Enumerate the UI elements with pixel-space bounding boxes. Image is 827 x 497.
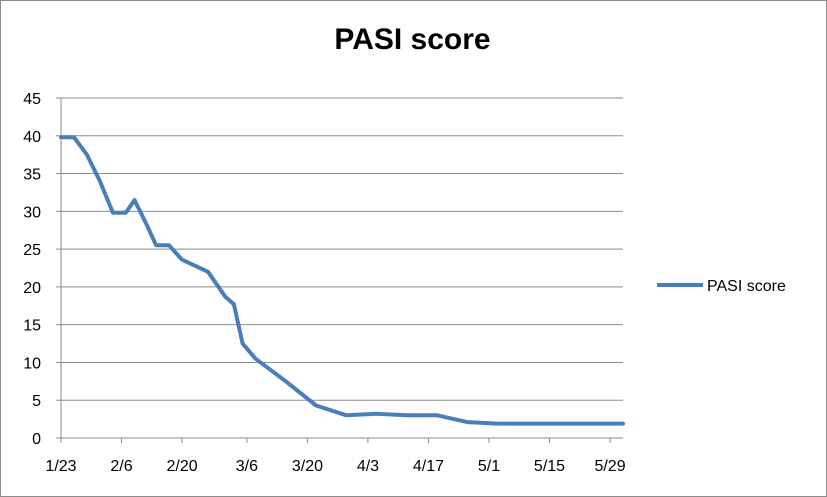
data-point <box>405 413 409 417</box>
series-line <box>59 135 625 426</box>
legend-label: PASI score <box>707 278 786 295</box>
x-tick-label: 5/1 <box>478 458 500 475</box>
data-point <box>375 412 379 416</box>
y-tick-label: 0 <box>32 431 41 448</box>
data-point <box>526 422 530 426</box>
data-point <box>193 264 197 268</box>
data-point <box>72 135 76 139</box>
data-point <box>223 295 227 299</box>
data-point <box>180 258 184 262</box>
data-point <box>124 211 128 215</box>
x-tick-label: 4/3 <box>357 458 379 475</box>
data-point <box>254 357 258 361</box>
x-tick-label: 4/17 <box>413 458 444 475</box>
x-tick-label: 1/23 <box>45 458 76 475</box>
data-point <box>284 379 288 383</box>
y-tick-label: 40 <box>23 129 41 146</box>
y-tick-label: 10 <box>23 355 41 372</box>
data-point <box>111 211 115 215</box>
x-tick-label: 3/20 <box>292 458 323 475</box>
data-point <box>98 179 102 183</box>
data-point <box>232 302 236 306</box>
x-tick-label: 5/15 <box>534 458 565 475</box>
chart-title: PASI score <box>334 23 491 56</box>
data-point <box>241 342 245 346</box>
y-tick-label: 45 <box>23 91 41 108</box>
axes: 0 5 10 15 20 25 30 35 40 45 1/23 2/6 2/20 3/6 3/20 4/3 4… <box>23 91 625 475</box>
y-tick-label: 35 <box>23 167 41 184</box>
data-point <box>154 243 158 247</box>
data-point <box>344 413 348 417</box>
data-point <box>556 422 560 426</box>
data-point <box>586 422 590 426</box>
data-point <box>435 413 439 417</box>
y-tick-label: 20 <box>23 280 41 297</box>
gridlines <box>61 97 623 401</box>
x-tick-label: 3/6 <box>236 458 258 475</box>
series-layer <box>59 135 625 426</box>
data-point <box>167 243 171 247</box>
data-point <box>145 224 149 228</box>
x-tick-label: 2/20 <box>166 458 197 475</box>
y-tick-label: 5 <box>32 393 41 410</box>
y-tick-label: 25 <box>23 242 41 259</box>
y-tick-label: 30 <box>23 204 41 221</box>
data-point <box>621 422 625 426</box>
data-point <box>314 404 318 408</box>
x-tick-label: 2/6 <box>110 458 132 475</box>
x-tick-label: 5/29 <box>594 458 625 475</box>
data-point <box>132 198 136 202</box>
data-point <box>206 270 210 274</box>
data-point <box>85 153 89 157</box>
data-point <box>59 135 63 139</box>
data-point <box>465 420 469 424</box>
y-tick-label: 15 <box>23 318 41 335</box>
data-point <box>496 422 500 426</box>
legend: PASI score <box>657 278 786 295</box>
